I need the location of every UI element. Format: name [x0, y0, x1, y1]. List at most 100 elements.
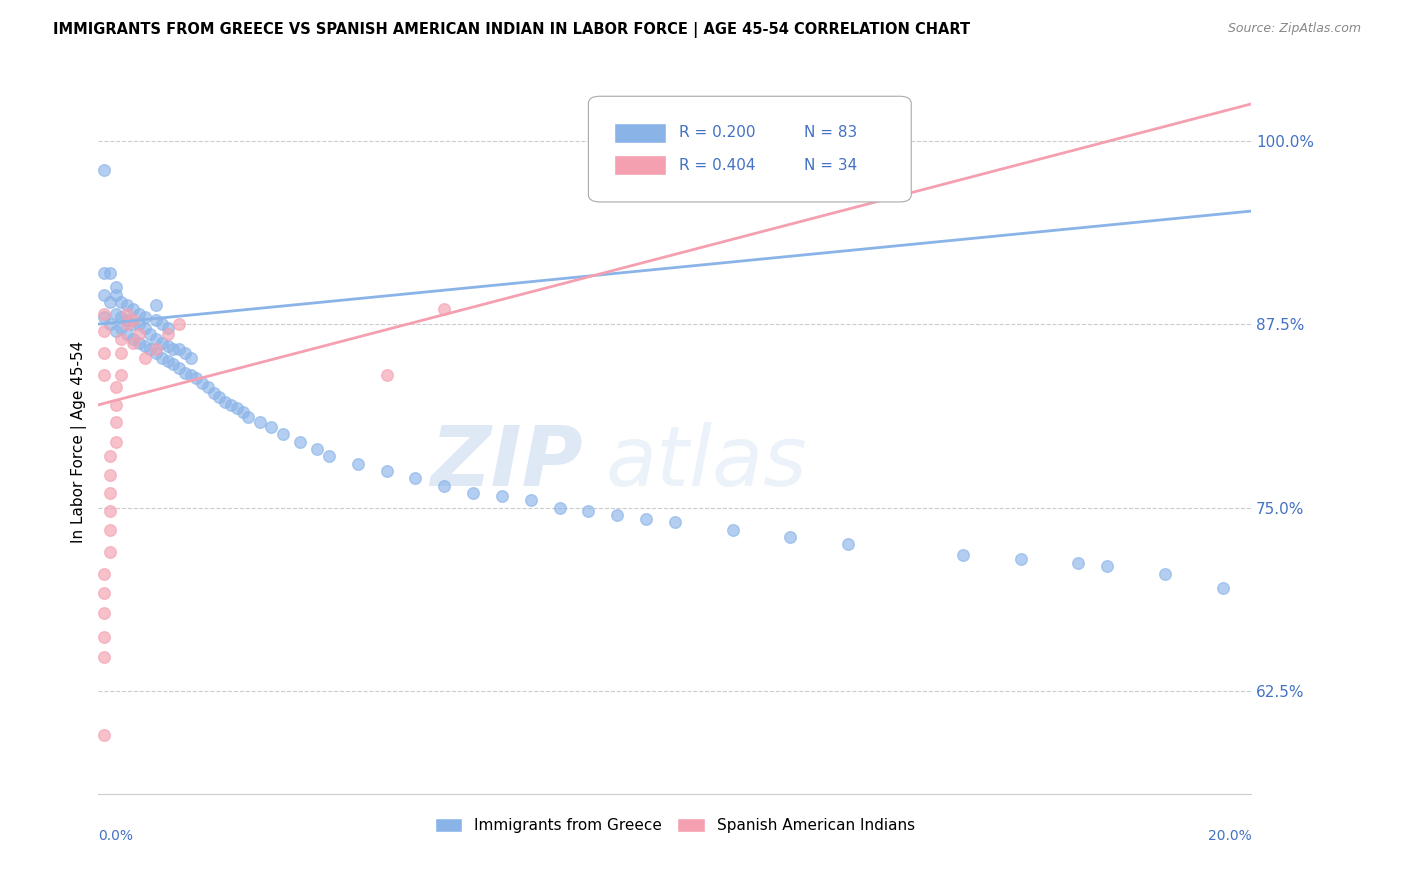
Point [98, 317, 121, 331]
Point [186, 371, 208, 385]
Point [520, 493, 543, 508]
Point [110, 332, 132, 346]
Point [290, 434, 312, 449]
Point [214, 395, 236, 409]
Point [491, 489, 513, 503]
Point [150, 351, 173, 365]
Point [93, 586, 115, 600]
Point [162, 342, 184, 356]
Point [145, 312, 167, 326]
Point [93, 307, 115, 321]
FancyBboxPatch shape [589, 96, 911, 202]
Point [122, 312, 145, 326]
Point [110, 321, 132, 335]
Point [134, 310, 156, 324]
Text: N = 34: N = 34 [804, 158, 858, 173]
Point [98, 295, 121, 310]
Text: atlas: atlas [606, 422, 807, 503]
Point [952, 548, 974, 562]
Bar [614, 123, 665, 143]
Point [104, 325, 127, 339]
Point [167, 361, 190, 376]
Point [664, 516, 686, 530]
Point [93, 163, 115, 178]
Point [104, 280, 127, 294]
Point [98, 523, 121, 537]
Point [1097, 559, 1119, 574]
Point [117, 327, 139, 342]
Point [104, 416, 127, 430]
Point [174, 366, 197, 380]
Point [346, 457, 368, 471]
Point [98, 486, 121, 500]
Point [156, 327, 179, 342]
Point [249, 416, 271, 430]
Point [145, 346, 167, 360]
Point [1067, 557, 1090, 571]
Text: R = 0.404: R = 0.404 [679, 158, 756, 173]
Point [837, 537, 859, 551]
Point [156, 353, 179, 368]
Point [98, 266, 121, 280]
Point [110, 310, 132, 324]
Point [219, 398, 242, 412]
Point [156, 339, 179, 353]
Point [139, 342, 162, 356]
Point [128, 307, 150, 321]
Point [721, 523, 744, 537]
Point [93, 566, 115, 581]
Point [117, 298, 139, 312]
Y-axis label: In Labor Force | Age 45-54: In Labor Force | Age 45-54 [72, 341, 87, 542]
Point [104, 398, 127, 412]
Point [779, 530, 801, 544]
Point [145, 342, 167, 356]
Point [375, 464, 398, 478]
Point [93, 287, 115, 301]
Point [117, 317, 139, 331]
Point [104, 287, 127, 301]
Point [260, 420, 283, 434]
Text: ZIP: ZIP [430, 422, 582, 503]
Point [208, 391, 231, 405]
Point [104, 434, 127, 449]
Point [128, 336, 150, 351]
Point [104, 307, 127, 321]
Point [180, 351, 202, 365]
Point [93, 368, 115, 383]
Point [110, 295, 132, 310]
Point [1010, 552, 1032, 566]
Point [225, 401, 247, 415]
Point [93, 325, 115, 339]
Point [150, 317, 173, 331]
Point [117, 307, 139, 321]
Point [139, 327, 162, 342]
Point [134, 351, 156, 365]
Point [134, 321, 156, 335]
Point [145, 298, 167, 312]
Text: Source: ZipAtlas.com: Source: ZipAtlas.com [1227, 22, 1361, 36]
Point [98, 449, 121, 463]
Point [122, 302, 145, 317]
Legend: Immigrants from Greece, Spanish American Indians: Immigrants from Greece, Spanish American… [429, 812, 921, 839]
Bar [614, 155, 665, 175]
Point [93, 607, 115, 621]
Point [150, 336, 173, 351]
Point [93, 650, 115, 665]
Point [578, 503, 600, 517]
Point [128, 317, 150, 331]
Point [202, 386, 225, 401]
Point [117, 312, 139, 326]
Point [433, 478, 456, 492]
Point [405, 471, 427, 485]
Point [167, 342, 190, 356]
Point [271, 427, 294, 442]
Point [307, 442, 329, 456]
Point [174, 346, 197, 360]
Point [375, 368, 398, 383]
Point [128, 327, 150, 342]
Point [110, 346, 132, 360]
Point [548, 500, 571, 515]
Point [1154, 566, 1177, 581]
Point [433, 302, 456, 317]
Point [93, 310, 115, 324]
